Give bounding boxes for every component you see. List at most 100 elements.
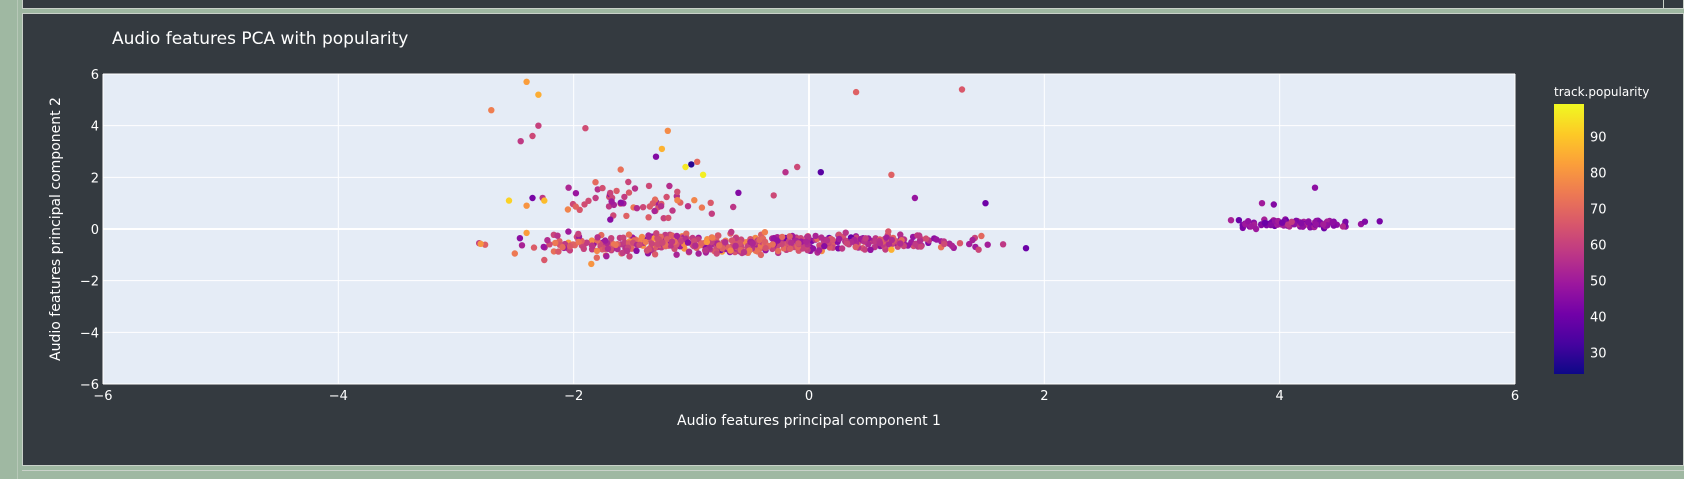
- scatter-point: [975, 246, 982, 253]
- previous-panel-divider: [1663, 0, 1664, 9]
- scatter-point: [636, 241, 643, 248]
- scatter-point: [565, 184, 572, 191]
- scatter-point: [728, 237, 736, 244]
- scatter-point: [774, 247, 782, 255]
- scatter-point: [911, 194, 919, 202]
- y-tick-label: 0: [91, 223, 99, 238]
- scatter-point: [1270, 201, 1278, 208]
- scatter-point: [922, 235, 930, 242]
- scatter-point: [665, 214, 672, 222]
- scatter-point: [541, 197, 548, 204]
- scatter-point: [762, 244, 769, 252]
- scatter-point: [540, 243, 547, 251]
- scatter-point: [602, 237, 609, 244]
- scatter-point: [566, 243, 574, 250]
- scatter-point: [682, 163, 689, 171]
- scatter-point: [659, 239, 666, 246]
- scatter-point: [645, 232, 652, 239]
- colorbar-tick-label: 80: [1590, 166, 1607, 181]
- chart-title: Audio features PCA with popularity: [112, 29, 408, 49]
- scatter-point: [1342, 218, 1349, 225]
- scatter-point: [626, 253, 633, 260]
- scatter-point: [1339, 223, 1347, 230]
- scatter-point: [757, 251, 765, 259]
- scatter-point: [633, 205, 641, 212]
- colorbar-tick-label: 60: [1590, 238, 1607, 253]
- scatter-point: [604, 245, 612, 252]
- left-edge-strip: [0, 0, 18, 479]
- y-tick-label: −6: [80, 378, 99, 393]
- scatter-point: [633, 247, 640, 254]
- scatter-point: [652, 153, 660, 160]
- scatter-point: [639, 204, 647, 211]
- scatter-point: [862, 235, 869, 242]
- scatter-point: [885, 228, 892, 235]
- scatter-point: [1298, 220, 1305, 227]
- scatter-point: [812, 232, 819, 240]
- colorbar-ticks: 30 40 50 60 70 80 90: [1590, 130, 1607, 361]
- scatter-point: [1320, 221, 1327, 228]
- scatter-point: [565, 228, 572, 235]
- x-tick-label: 4: [1276, 389, 1284, 404]
- scatter-point: [617, 166, 624, 173]
- scatter-point: [1022, 245, 1030, 252]
- scatter-point: [554, 232, 561, 239]
- scatter-point: [774, 237, 781, 244]
- scatter-point: [599, 184, 606, 192]
- scatter-point: [861, 246, 869, 253]
- scatter-point: [603, 253, 610, 260]
- scatter-point: [818, 234, 825, 241]
- scatter-point: [674, 188, 681, 195]
- x-axis-title: Audio features principal component 1: [677, 413, 941, 429]
- colorbar-tick-label: 90: [1590, 130, 1607, 145]
- scatter-point: [786, 233, 793, 240]
- scatter-point: [788, 239, 795, 246]
- scatter-point: [654, 235, 661, 242]
- y-tick-label: 4: [91, 120, 99, 135]
- scatter-point: [658, 145, 666, 153]
- scatter-point: [581, 201, 588, 208]
- scatter-point: [852, 243, 859, 251]
- scatter-point: [673, 232, 681, 240]
- scatter-point: [477, 240, 484, 247]
- scatter-point: [852, 88, 860, 96]
- scatter-point: [613, 187, 620, 195]
- scatter-point: [511, 250, 518, 257]
- scatter-point: [917, 243, 925, 250]
- scatter-point: [631, 185, 639, 192]
- scatter-point: [535, 122, 542, 129]
- scatter-point: [722, 239, 729, 246]
- scatter-point: [948, 242, 956, 249]
- scatter-point: [593, 254, 600, 261]
- scatter-point: [1267, 221, 1275, 229]
- y-axis-title: Audio features principal component 2: [48, 97, 64, 361]
- scatter-point: [550, 248, 558, 255]
- scatter-point: [607, 189, 614, 197]
- scatter-point: [933, 236, 940, 243]
- scatter-point: [592, 179, 599, 186]
- scatter-point: [688, 161, 695, 168]
- scatter-point: [552, 239, 559, 247]
- y-tick-label: −2: [80, 275, 99, 290]
- scatter-point: [803, 238, 810, 245]
- colorbar-tick-label: 70: [1590, 202, 1607, 217]
- x-tick-label: −2: [564, 389, 583, 404]
- scatter-point: [782, 169, 789, 176]
- colorbar: [1554, 104, 1584, 374]
- scatter-point: [749, 240, 756, 247]
- scatter-point: [716, 242, 723, 249]
- scatter-point: [698, 240, 705, 247]
- scatter-point: [588, 242, 596, 249]
- scatter-point: [594, 186, 601, 193]
- scatter-point: [1227, 217, 1235, 224]
- scatter-point: [645, 245, 652, 253]
- scatter-point: [916, 237, 924, 244]
- scatter-point: [956, 240, 964, 247]
- scatter-point: [728, 228, 735, 236]
- scatter-point: [535, 91, 542, 98]
- scatter-point: [575, 238, 582, 246]
- scatter-point: [505, 197, 513, 204]
- x-tick-label: 6: [1511, 389, 1519, 404]
- scatter-point: [888, 171, 895, 178]
- scatter-point: [735, 189, 742, 196]
